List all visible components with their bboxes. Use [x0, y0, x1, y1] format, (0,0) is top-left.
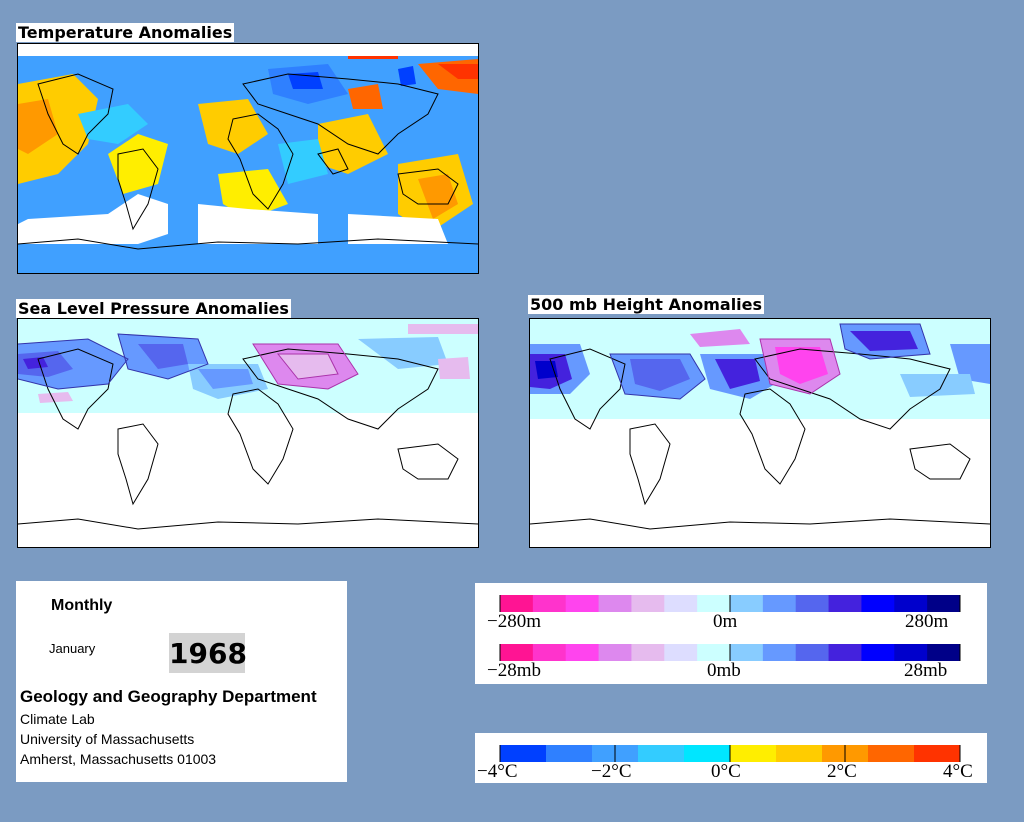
colorbar-swatch [914, 745, 961, 762]
pressure-scale-min: −28mb [487, 660, 541, 681]
colorbar-swatch [598, 595, 632, 612]
colorbar-swatch [664, 595, 698, 612]
colorbar-swatch [927, 644, 961, 661]
temp-scale-label-3: 2°C [827, 761, 857, 782]
colorbar-swatch [598, 644, 632, 661]
colorbar-swatch [894, 595, 928, 612]
height-map-graphic [530, 319, 990, 547]
colorbar-swatch [927, 595, 961, 612]
height-500mb-map [529, 318, 991, 548]
colorbar-swatch [730, 595, 764, 612]
colorbar-swatch [868, 745, 915, 762]
colorbar-swatch [631, 644, 665, 661]
lab-name: Climate Lab [20, 711, 95, 727]
slp-map-graphic [18, 319, 478, 547]
colorbar-swatch [894, 644, 928, 661]
colorbar-swatch [861, 595, 895, 612]
temperature-anomalies-title: Temperature Anomalies [16, 23, 235, 42]
colorbar-swatch [532, 595, 567, 612]
height-pressure-legend: −280m 0m 280m −28mb 0mb 28mb [475, 583, 987, 684]
colorbar-swatch [500, 595, 534, 612]
month-label: January [49, 641, 96, 656]
colorbar-swatch [795, 595, 830, 612]
colorbar-swatch [795, 644, 830, 661]
height-500mb-title: 500 mb Height Anomalies [528, 295, 765, 314]
temperature-anomaly-map [17, 43, 479, 274]
colorbar-swatch [500, 745, 547, 762]
colorbar-swatch [500, 644, 534, 661]
height-scale-max: 280m [905, 611, 949, 632]
year-display: 1968 [169, 633, 247, 673]
colorbar-swatch [730, 745, 777, 762]
temp-scale-label-0: −4°C [477, 761, 518, 782]
colorbar-swatch [828, 595, 862, 612]
colorbar-swatch [828, 644, 862, 661]
height-pressure-colorbars [499, 595, 961, 661]
colorbar-swatch [638, 745, 685, 762]
temp-scale-label-4: 4°C [943, 761, 973, 782]
colorbar-swatch [664, 644, 698, 661]
temperature-legend: −4°C −2°C 0°C 2°C 4°C [475, 733, 987, 783]
temp-scale-label-1: −2°C [591, 761, 632, 782]
university-name: University of Massachusetts [20, 731, 195, 747]
address-line: Amherst, Massachusetts 01003 [20, 751, 217, 767]
colorbar-swatch [565, 595, 600, 612]
colorbar-swatch [697, 595, 731, 612]
colorbar-swatch [861, 644, 895, 661]
department-name: Geology and Geography Department [20, 687, 317, 706]
height-scale-mid: 0m [713, 611, 738, 632]
temperature-map-graphic [18, 44, 478, 273]
temperature-colorbar [499, 745, 961, 762]
colorbar-swatch [565, 644, 600, 661]
colorbar-swatch [697, 644, 731, 661]
pressure-scale-max: 28mb [904, 660, 948, 681]
colorbar-swatch [684, 745, 731, 762]
sea-level-pressure-map [17, 318, 479, 548]
colorbar-swatch [762, 644, 797, 661]
colorbar-swatch [762, 595, 797, 612]
colorbar-swatch [631, 595, 665, 612]
height-scale-min: −280m [487, 611, 541, 632]
period-label: Monthly [51, 597, 113, 614]
pressure-scale-mid: 0mb [707, 660, 741, 681]
info-panel: Monthly January 1968 Geology and Geograp… [16, 581, 347, 782]
temp-scale-label-2: 0°C [711, 761, 741, 782]
sea-level-pressure-title: Sea Level Pressure Anomalies [16, 299, 291, 318]
colorbar-swatch [532, 644, 567, 661]
colorbar-swatch [776, 745, 823, 762]
colorbar-swatch [730, 644, 764, 661]
colorbar-swatch [546, 745, 593, 762]
